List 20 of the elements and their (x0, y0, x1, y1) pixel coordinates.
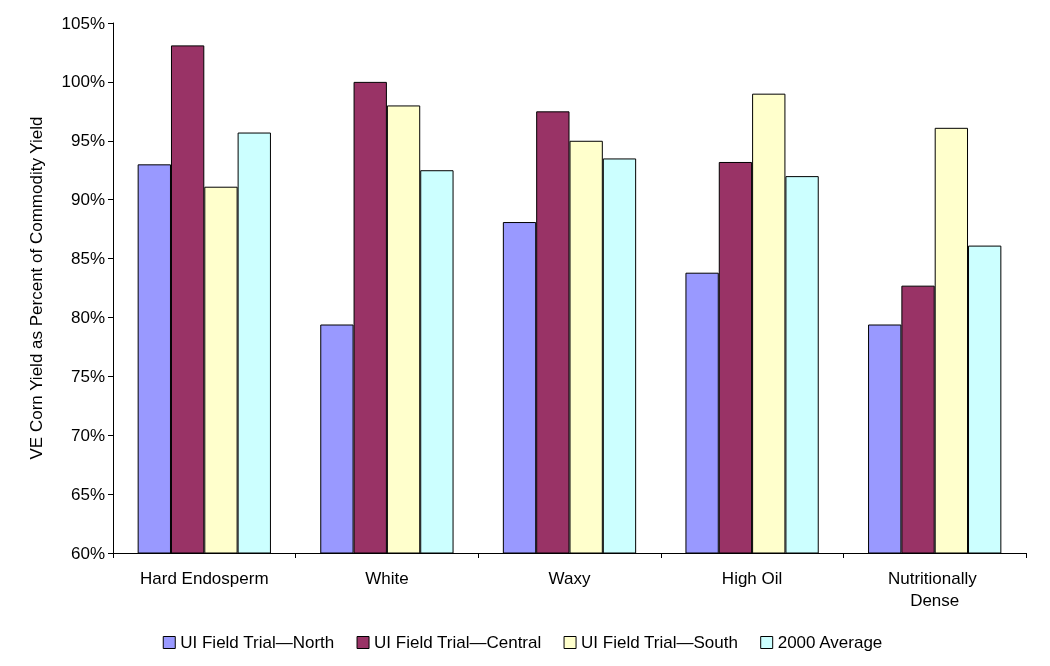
y-axis-title: VE Corn Yield as Percent of Commodity Yield (27, 116, 46, 460)
x-tick-label: Waxy (548, 568, 591, 588)
y-tick-label: 95% (70, 131, 105, 151)
x-tick-label: Hard Endosperm (140, 568, 269, 588)
legend-label: UI Field Trial—Central (374, 633, 542, 652)
x-tick-label: High Oil (721, 568, 783, 588)
y-tick-label: 85% (70, 249, 105, 269)
y-tick-label: 75% (70, 366, 105, 386)
y-tick-label: 105% (61, 13, 105, 33)
x-tick-label: Nutritionally Dense (887, 568, 982, 610)
y-tick-label: 70% (70, 425, 105, 445)
legend-label: 2000 Average (777, 633, 883, 652)
legend-label: UI Field Trial—North (180, 633, 335, 652)
y-tick-label: 100% (61, 72, 105, 92)
y-tick-label: 90% (70, 190, 105, 210)
y-tick-label: 80% (70, 307, 105, 327)
y-tick-label: 60% (70, 543, 105, 563)
x-tick-label: White (365, 568, 409, 588)
legend-label: UI Field Trial—South (581, 633, 738, 652)
y-tick-label: 65% (70, 484, 105, 504)
